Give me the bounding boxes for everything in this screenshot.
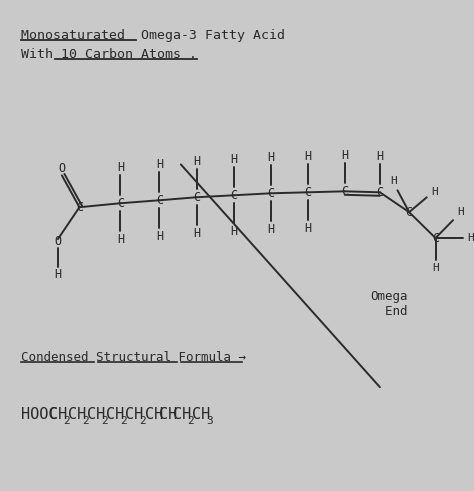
Text: 2: 2 (139, 416, 146, 426)
Text: C: C (341, 185, 348, 198)
Text: C: C (304, 186, 311, 199)
Text: CH: CH (126, 407, 144, 422)
Text: CH: CH (87, 407, 106, 422)
Text: CH: CH (68, 407, 86, 422)
Text: CH: CH (145, 407, 163, 422)
Text: CH: CH (49, 407, 67, 422)
Text: Omega
  End: Omega End (370, 290, 408, 318)
Text: H: H (117, 233, 124, 246)
Text: CH: CH (192, 407, 210, 422)
Text: C: C (267, 187, 274, 200)
Text: 3: 3 (206, 416, 213, 426)
Text: 2: 2 (187, 416, 193, 426)
Text: H: H (230, 153, 237, 166)
Text: 2: 2 (120, 416, 127, 426)
Text: H: H (230, 224, 237, 238)
Text: C: C (230, 189, 237, 202)
Text: C: C (76, 201, 83, 214)
Text: H: H (431, 187, 438, 197)
Text: C: C (193, 191, 200, 204)
Text: HOOC: HOOC (21, 407, 57, 422)
Text: 2: 2 (63, 416, 70, 426)
Text: H: H (304, 150, 311, 163)
Text: C: C (117, 197, 124, 210)
Text: H: H (193, 155, 200, 168)
Text: H: H (376, 150, 383, 163)
Text: O: O (55, 235, 62, 247)
Text: H: H (55, 269, 62, 281)
Text: H: H (304, 221, 311, 235)
Text: Condensed Structural Formula →: Condensed Structural Formula → (21, 352, 246, 364)
Text: C: C (432, 232, 439, 245)
Text: 2: 2 (82, 416, 89, 426)
Text: C: C (156, 194, 163, 207)
Text: H: H (156, 158, 163, 171)
Text: H: H (156, 230, 163, 243)
Text: H: H (267, 222, 274, 236)
Text: H: H (467, 233, 474, 243)
Text: H: H (390, 176, 397, 187)
Text: With 10 Carbon Atoms .: With 10 Carbon Atoms . (21, 48, 197, 61)
Text: 2: 2 (101, 416, 108, 426)
Text: C: C (376, 186, 383, 199)
Text: Monosaturated  Omega-3 Fatty Acid: Monosaturated Omega-3 Fatty Acid (21, 29, 285, 42)
Text: CH: CH (173, 407, 191, 422)
Text: H: H (341, 149, 348, 162)
Text: H: H (267, 151, 274, 164)
Text: O: O (58, 162, 65, 175)
Text: H: H (117, 161, 124, 174)
Text: C: C (406, 206, 413, 218)
Text: H: H (457, 207, 464, 217)
Text: CH: CH (106, 407, 125, 422)
Text: H: H (432, 263, 439, 273)
Text: H: H (193, 226, 200, 240)
Text: CH: CH (159, 407, 177, 422)
